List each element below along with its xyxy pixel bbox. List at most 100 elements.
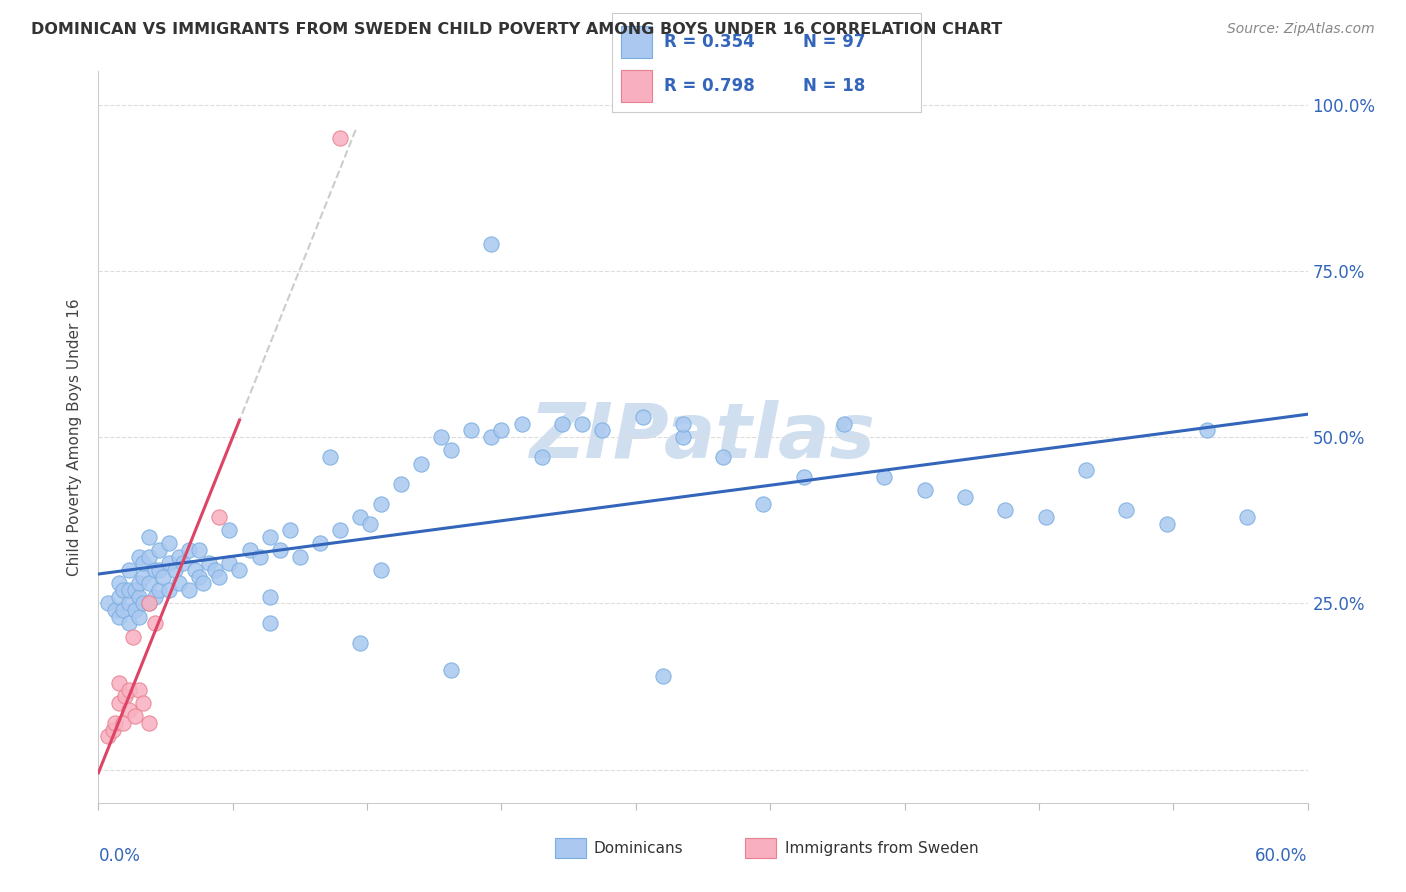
Point bbox=[111, 582, 134, 597]
Point bbox=[163, 563, 186, 577]
Text: 0.0%: 0.0% bbox=[98, 847, 141, 865]
Point bbox=[278, 523, 301, 537]
Point bbox=[953, 490, 976, 504]
Point bbox=[148, 582, 170, 597]
Point bbox=[143, 590, 166, 604]
Point bbox=[239, 543, 262, 558]
Text: N = 18: N = 18 bbox=[803, 77, 866, 95]
Point bbox=[103, 716, 125, 731]
Point bbox=[132, 570, 155, 584]
Point bbox=[148, 563, 170, 577]
Point bbox=[172, 557, 194, 571]
Point bbox=[329, 131, 352, 145]
Point bbox=[124, 709, 146, 723]
Point bbox=[111, 603, 134, 617]
Point bbox=[124, 603, 146, 617]
Point bbox=[107, 576, 129, 591]
Point bbox=[204, 563, 226, 577]
Point bbox=[157, 557, 180, 571]
Point bbox=[269, 543, 291, 558]
Point bbox=[1195, 424, 1218, 438]
Point bbox=[132, 696, 155, 710]
Point bbox=[118, 582, 141, 597]
Point bbox=[409, 457, 432, 471]
Point bbox=[167, 549, 190, 564]
Point bbox=[329, 523, 352, 537]
Point bbox=[143, 563, 166, 577]
Point bbox=[651, 669, 673, 683]
Point bbox=[111, 716, 134, 731]
Text: ZIPatlas: ZIPatlas bbox=[530, 401, 876, 474]
Point bbox=[103, 603, 125, 617]
Point bbox=[188, 570, 211, 584]
FancyBboxPatch shape bbox=[621, 26, 652, 57]
Text: R = 0.354: R = 0.354 bbox=[664, 33, 755, 51]
Point bbox=[157, 582, 180, 597]
Point bbox=[349, 509, 371, 524]
Point bbox=[228, 563, 250, 577]
Point bbox=[1074, 463, 1097, 477]
Text: Source: ZipAtlas.com: Source: ZipAtlas.com bbox=[1227, 22, 1375, 37]
Point bbox=[208, 570, 231, 584]
Point bbox=[491, 424, 513, 438]
Point bbox=[198, 557, 221, 571]
Point bbox=[440, 443, 463, 458]
Text: R = 0.798: R = 0.798 bbox=[664, 77, 755, 95]
Point bbox=[460, 424, 482, 438]
Point bbox=[711, 450, 734, 464]
FancyBboxPatch shape bbox=[621, 70, 652, 102]
Point bbox=[571, 417, 593, 431]
Point bbox=[249, 549, 271, 564]
Point bbox=[530, 450, 553, 464]
Point bbox=[118, 596, 141, 610]
Point bbox=[157, 536, 180, 550]
Point bbox=[121, 630, 143, 644]
Point bbox=[97, 596, 120, 610]
Point bbox=[128, 576, 150, 591]
Point bbox=[179, 543, 201, 558]
Point bbox=[118, 703, 141, 717]
Text: Dominicans: Dominicans bbox=[593, 841, 683, 855]
Point bbox=[107, 609, 129, 624]
Point bbox=[309, 536, 332, 550]
Point bbox=[107, 676, 129, 690]
Point bbox=[132, 596, 155, 610]
Point bbox=[143, 616, 166, 631]
Point bbox=[152, 570, 174, 584]
Point bbox=[672, 430, 695, 444]
Point bbox=[994, 503, 1017, 517]
Point bbox=[631, 410, 654, 425]
Point bbox=[481, 237, 503, 252]
Point bbox=[184, 563, 207, 577]
Point bbox=[167, 576, 190, 591]
Point bbox=[259, 616, 281, 631]
Point bbox=[551, 417, 574, 431]
Point bbox=[914, 483, 936, 498]
Point bbox=[481, 430, 503, 444]
Point bbox=[510, 417, 533, 431]
Point bbox=[128, 590, 150, 604]
Point bbox=[259, 530, 281, 544]
Point bbox=[124, 582, 146, 597]
Point bbox=[118, 682, 141, 697]
Point bbox=[128, 682, 150, 697]
Point bbox=[873, 470, 896, 484]
Point bbox=[430, 430, 453, 444]
Point bbox=[132, 557, 155, 571]
Point bbox=[752, 497, 775, 511]
Point bbox=[319, 450, 342, 464]
Point bbox=[389, 476, 412, 491]
Point bbox=[114, 690, 136, 704]
Point bbox=[349, 636, 371, 650]
Text: Immigrants from Sweden: Immigrants from Sweden bbox=[785, 841, 979, 855]
Text: DOMINICAN VS IMMIGRANTS FROM SWEDEN CHILD POVERTY AMONG BOYS UNDER 16 CORRELATIO: DOMINICAN VS IMMIGRANTS FROM SWEDEN CHIL… bbox=[31, 22, 1002, 37]
Point bbox=[118, 616, 141, 631]
Point bbox=[148, 543, 170, 558]
Point bbox=[208, 509, 231, 524]
Point bbox=[1236, 509, 1258, 524]
Point bbox=[138, 716, 160, 731]
Point bbox=[97, 729, 120, 743]
Point bbox=[1115, 503, 1137, 517]
Point bbox=[188, 543, 211, 558]
Point bbox=[370, 563, 392, 577]
